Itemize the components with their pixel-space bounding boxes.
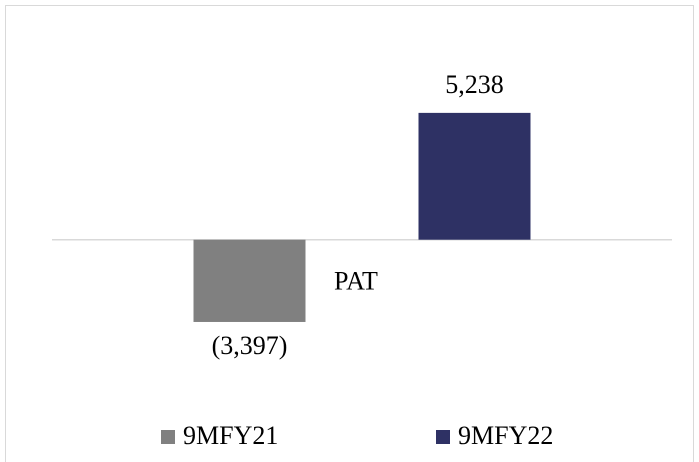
legend-label: 9MFY22 bbox=[458, 421, 553, 450]
legend-label: 9MFY21 bbox=[183, 421, 278, 450]
category-label: PAT bbox=[334, 267, 378, 296]
data-label: 5,238 bbox=[445, 70, 504, 99]
legend-swatch bbox=[436, 430, 450, 444]
bar bbox=[193, 239, 306, 322]
chart-frame bbox=[5, 5, 694, 462]
data-label: (3,397) bbox=[212, 331, 288, 360]
bar bbox=[418, 112, 531, 240]
legend-swatch bbox=[161, 430, 175, 444]
